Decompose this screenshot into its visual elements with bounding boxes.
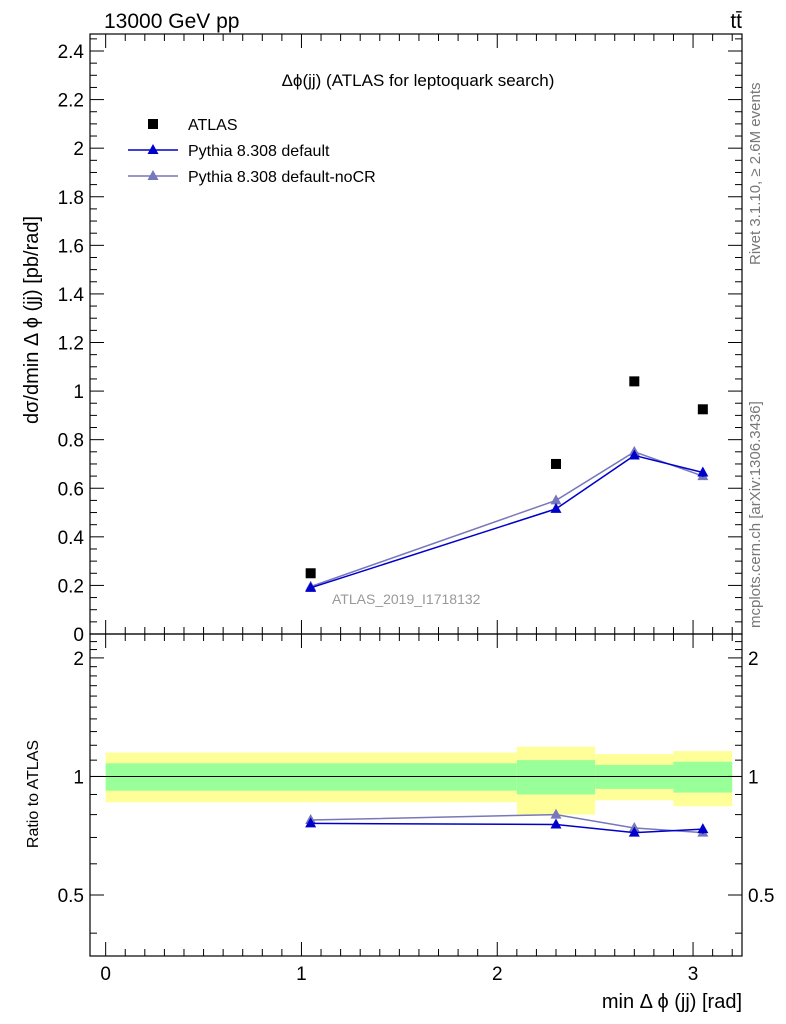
x-tick-label: 0 — [100, 964, 111, 985]
ratio-ticks: 0.5 0.5 1 1 2 2 0 1 2 3 — [58, 634, 774, 985]
stat-uncertainty-band — [105, 763, 517, 791]
y-tick-label: 2.2 — [58, 91, 84, 112]
default-point — [305, 581, 317, 592]
main-ylabel: dσ/dmin Δ ϕ (jj) [pb/rad] — [21, 216, 43, 424]
atlas-point — [629, 376, 640, 387]
nocr-line — [310, 450, 704, 588]
default-point — [628, 449, 640, 460]
default-line — [310, 454, 704, 589]
y-tick-label: 0.2 — [58, 576, 84, 597]
watermark: ATLAS_2019_I1718132 — [332, 591, 481, 607]
y-tick-label: 1.2 — [58, 334, 84, 355]
x-axis-label: min Δ ϕ (jj) [rad] — [602, 991, 742, 1013]
ratio-default-point — [305, 817, 317, 828]
ratio-y-tick-label: 0.5 — [58, 886, 84, 907]
main-title: Δϕ(jj) (ATLAS for leptoquark search) — [282, 71, 555, 90]
ratio-data — [305, 808, 709, 837]
main-panel: 0 0.2 0.4 0.6 0.8 1 1.2 1.4 1.6 1.8 2 2.2 2.4 Δϕ(jj)… — [21, 33, 743, 646]
ratio-frame — [89, 633, 743, 957]
legend: ATLAS Pythia 8.308 default Pythia 8.308 … — [128, 117, 376, 186]
x-tick-label: 3 — [688, 964, 699, 985]
legend-nocr-marker — [147, 170, 159, 180]
ratio-default-point — [697, 823, 709, 834]
stat-uncertainty-band — [516, 760, 596, 795]
ratio-y-tick-label: 2 — [73, 649, 84, 670]
y-tick-label: 2.4 — [58, 42, 85, 63]
mcplots-label: mcplots.cern.ch [arXiv:1306.3436] — [747, 401, 764, 628]
atlas-point — [697, 404, 708, 415]
y-tick-label: 0.8 — [58, 431, 84, 452]
nocr-point — [550, 494, 562, 505]
ratio-y-tick-label-right: 1 — [748, 767, 759, 788]
default-point — [550, 502, 562, 513]
x-tick-label: 2 — [492, 964, 503, 985]
y-tick-label: 1.4 — [58, 285, 85, 306]
legend-default-marker — [147, 144, 159, 154]
ratio-ylabel: Ratio to ATLAS — [25, 740, 42, 848]
y-tick-label: 0.4 — [58, 528, 85, 549]
default-point — [697, 466, 709, 477]
atlas-point — [550, 458, 561, 469]
ratio-default-point — [628, 826, 640, 837]
main-data — [305, 376, 709, 592]
y-tick-label: 0.6 — [58, 479, 84, 500]
y-tick-label: 1.8 — [58, 188, 84, 209]
y-tick-label: 0 — [73, 625, 84, 646]
energy-label: 13000 GeV pp — [104, 10, 239, 33]
stat-uncertainty-band — [673, 761, 733, 793]
ratio-bands — [105, 746, 733, 815]
ratio-y-tick-label-right: 2 — [748, 649, 759, 670]
legend-nocr-label: Pythia 8.308 default-noCR — [188, 169, 376, 186]
ratio-panel: 0.5 0.5 1 1 2 2 0 1 2 3 Ratio to ATLAS min Δ ϕ (j… — [25, 633, 774, 1013]
legend-atlas-label: ATLAS — [188, 117, 238, 134]
legend-default-label: Pythia 8.308 default — [188, 143, 330, 160]
ratio-nocr-point — [550, 808, 562, 819]
y-tick-label: 1.6 — [58, 236, 84, 257]
y-tick-label: 1 — [73, 382, 84, 403]
ratio-default-line — [310, 822, 703, 834]
x-tick-label: 1 — [296, 964, 307, 985]
main-ticks: 0 0.2 0.4 0.6 0.8 1 1.2 1.4 1.6 1.8 2 2.2 2.4 — [58, 34, 742, 646]
rivet-label: Rivet 3.1.10, ≥ 2.6M events — [747, 83, 764, 266]
process-label: tt̄ — [730, 10, 742, 33]
ratio-y-tick-label-right: 0.5 — [748, 886, 774, 907]
y-tick-label: 2 — [73, 139, 84, 160]
ratio-default-point — [550, 818, 562, 829]
legend-atlas-marker — [148, 119, 158, 129]
atlas-point — [305, 568, 316, 579]
ratio-y-tick-label: 1 — [73, 767, 84, 788]
